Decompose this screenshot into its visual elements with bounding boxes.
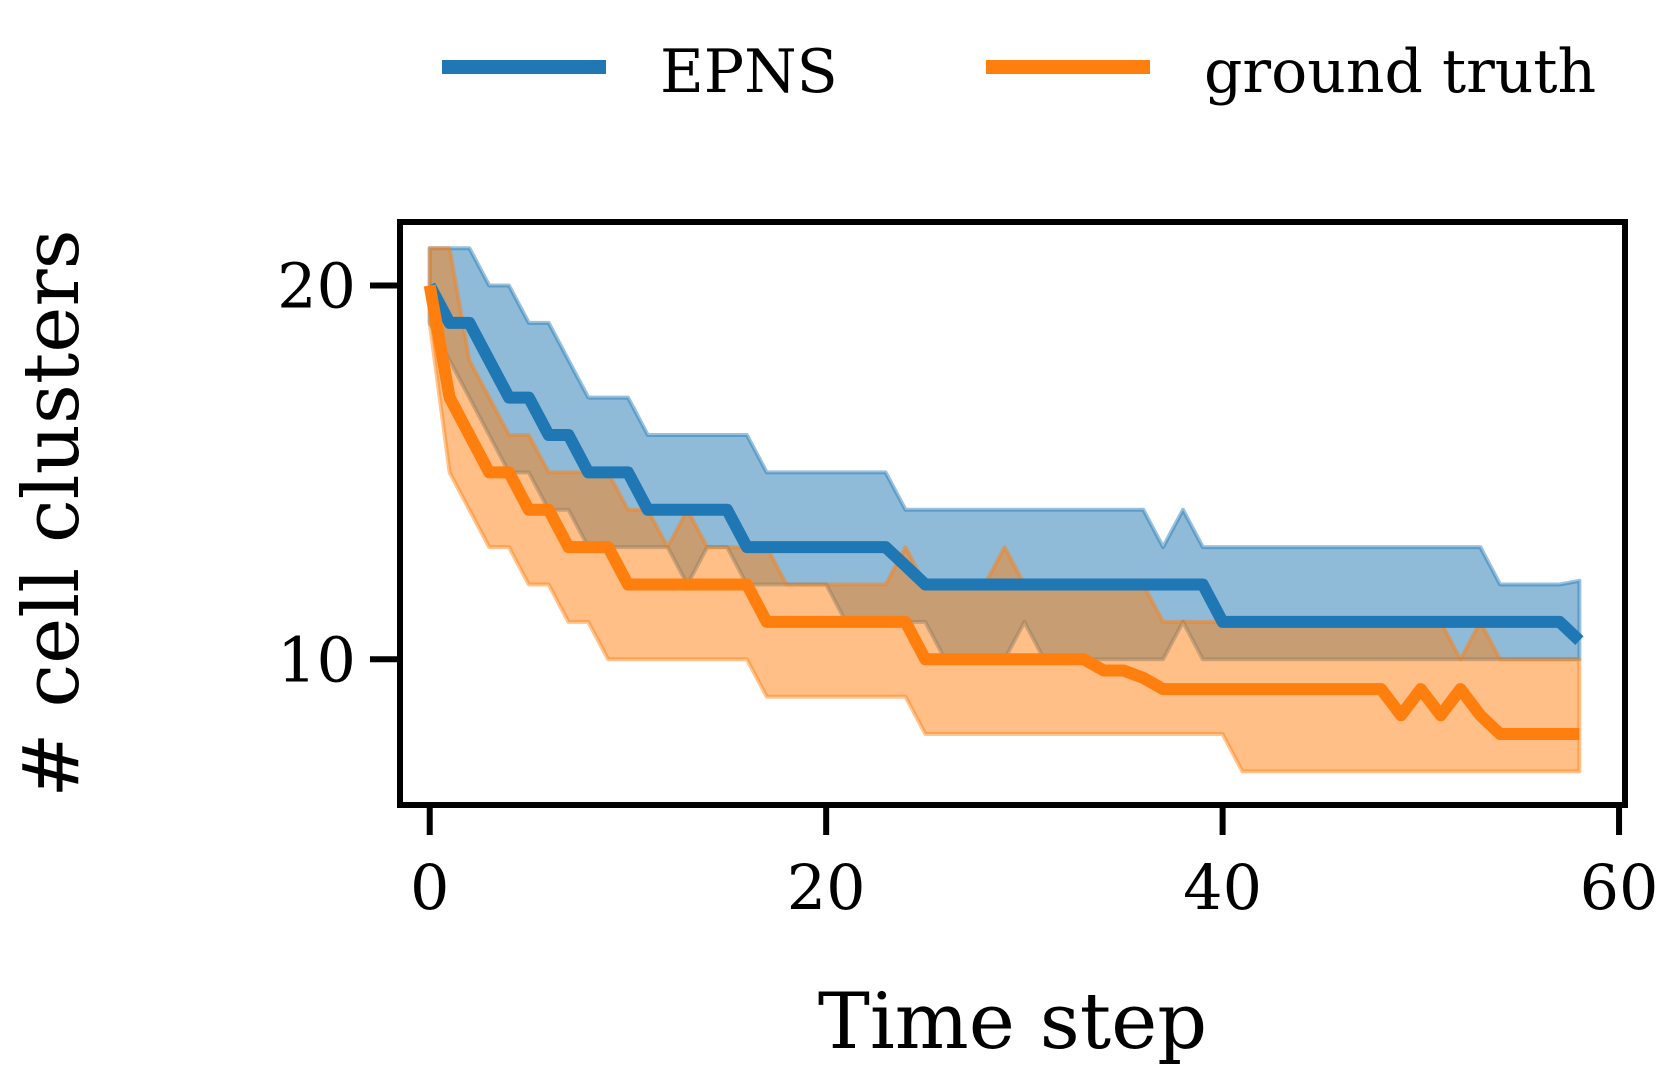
x-axis: 0 20 40 60	[410, 805, 1656, 924]
x-axis-label: Time step	[818, 977, 1207, 1067]
y-axis-label: # cell clusters	[7, 229, 97, 797]
confidence-bands	[427, 246, 1582, 774]
y-tick-label: 10	[277, 623, 356, 696]
line-epns	[424, 282, 1584, 645]
x-tick-label: 40	[1183, 851, 1262, 924]
x-tick-label: 0	[410, 851, 449, 924]
y-tick-label: 20	[277, 250, 356, 323]
legend-label-epns: EPNS	[660, 37, 838, 107]
legend: EPNS ground truth	[442, 37, 1596, 107]
plot-frame	[397, 219, 1628, 808]
line-ground-truth	[423, 284, 1580, 740]
x-tick-label: 60	[1580, 851, 1656, 924]
series-lines	[423, 282, 1584, 740]
x-tick-label: 20	[787, 851, 866, 924]
band-ground-truth	[427, 246, 1582, 774]
legend-label-ground-truth: ground truth	[1204, 37, 1596, 107]
y-axis: 10 20	[277, 250, 400, 696]
